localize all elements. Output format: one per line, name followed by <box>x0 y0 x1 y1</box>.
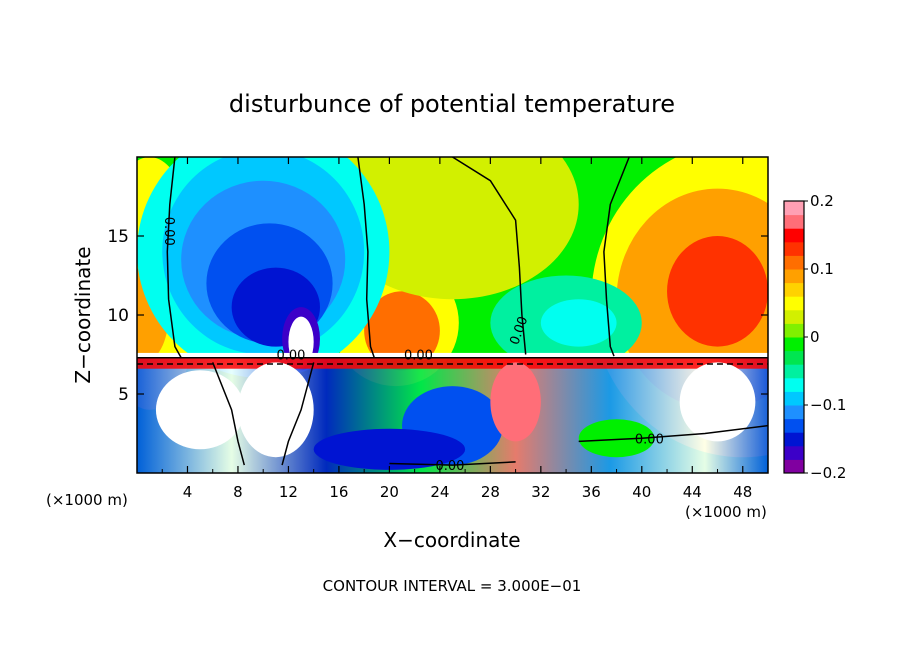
zero-contour <box>603 157 630 357</box>
plot-area <box>137 157 768 473</box>
zero-contour <box>357 157 376 358</box>
y-tick-label: 15 <box>107 227 129 247</box>
colorbar-swatch <box>784 377 804 392</box>
lower-patch <box>578 419 655 458</box>
colorbar: 0.2 0.1 0 −0.1 −0.2 <box>783 192 846 482</box>
lower-patch <box>237 362 314 458</box>
colorbar-swatch <box>784 214 804 229</box>
colorbar-swatch <box>784 228 804 243</box>
lower-patch <box>679 362 756 442</box>
inversion-line <box>137 352 768 358</box>
zero-contour <box>452 157 527 355</box>
x-axis-label: X−coordinate <box>383 528 520 552</box>
x-unit-right: (×1000 m) <box>685 503 767 521</box>
lower-contour <box>281 362 315 466</box>
contour-interval-note: CONTOUR INTERVAL = 3.000E−01 <box>323 577 582 595</box>
warm-anomaly-top <box>326 157 579 300</box>
colorbar-swatch <box>784 364 804 379</box>
colorbar-swatch <box>784 337 804 352</box>
x-axis: 4 8 12 16 20 24 28 32 36 40 44 48 <box>161 157 752 501</box>
colorbar-swatch <box>784 432 804 447</box>
colorbar-swatch <box>784 309 804 324</box>
zero-contour <box>166 157 182 359</box>
colorbar-tick-label: 0 <box>810 328 820 346</box>
x-tick-label: 8 <box>233 483 243 501</box>
warm-anomaly-mid <box>364 291 440 371</box>
colorbar-swatch <box>784 282 804 297</box>
colorbar-swatch <box>784 241 804 256</box>
colorbar-swatch <box>784 323 804 338</box>
x-tick-label: 24 <box>430 483 449 501</box>
lower-patch <box>313 428 466 470</box>
x-tick-label: 20 <box>380 483 399 501</box>
contour-label: 0.00 <box>635 432 664 447</box>
field-shading <box>137 157 768 473</box>
contour-label: 0.00 <box>276 349 305 364</box>
colorbar-swatch <box>784 459 804 474</box>
x-tick-label: 36 <box>582 483 601 501</box>
lower-patch <box>490 362 541 442</box>
lower-contour <box>389 461 516 466</box>
contour-label: 0.00 <box>404 349 433 364</box>
lower-contour <box>212 362 246 466</box>
colorbar-tick-label: 0.1 <box>810 260 834 278</box>
contour-label: 0.00 <box>161 217 176 246</box>
contour-label: 0.00 <box>435 459 464 474</box>
x-tick-label: 44 <box>683 483 702 501</box>
x-tick-label: 48 <box>733 483 752 501</box>
colorbar-swatch <box>784 201 804 216</box>
x-tick-label: 16 <box>329 483 348 501</box>
x-tick-label: 12 <box>279 483 298 501</box>
x-tick-label: 4 <box>183 483 193 501</box>
colorbar-swatch <box>784 391 804 406</box>
chart-title: disturbunce of potential temperature <box>229 90 675 118</box>
lower-patch <box>155 370 245 450</box>
x-tick-label: 28 <box>481 483 500 501</box>
colorbar-swatch <box>784 418 804 433</box>
y-tick-label: 10 <box>107 306 129 326</box>
lower-contour <box>578 424 768 443</box>
x-tick-label: 40 <box>632 483 651 501</box>
colorbar-swatch <box>784 350 804 365</box>
inversion-band <box>137 357 768 369</box>
colorbar-swatch <box>784 405 804 420</box>
x-tick-label: 32 <box>531 483 550 501</box>
colorbar-swatch <box>784 445 804 460</box>
contour-lines <box>137 157 768 466</box>
colorbar-swatch <box>784 296 804 311</box>
y-axis-label: Z−coordinate <box>71 246 95 383</box>
cool-anomaly-mid <box>540 299 617 347</box>
x-unit-left: (×1000 m) <box>46 491 128 509</box>
warm-anomaly-right <box>667 236 768 347</box>
y-tick-label: 5 <box>118 385 129 405</box>
colorbar-tick-label: −0.1 <box>810 396 846 414</box>
colorbar-swatch <box>784 269 804 284</box>
colorbar-tick-label: 0.2 <box>810 192 834 210</box>
colorbar-tick-label: −0.2 <box>810 464 846 482</box>
colorbar-swatch <box>784 255 804 270</box>
y-axis: 5 10 15 <box>107 227 768 405</box>
